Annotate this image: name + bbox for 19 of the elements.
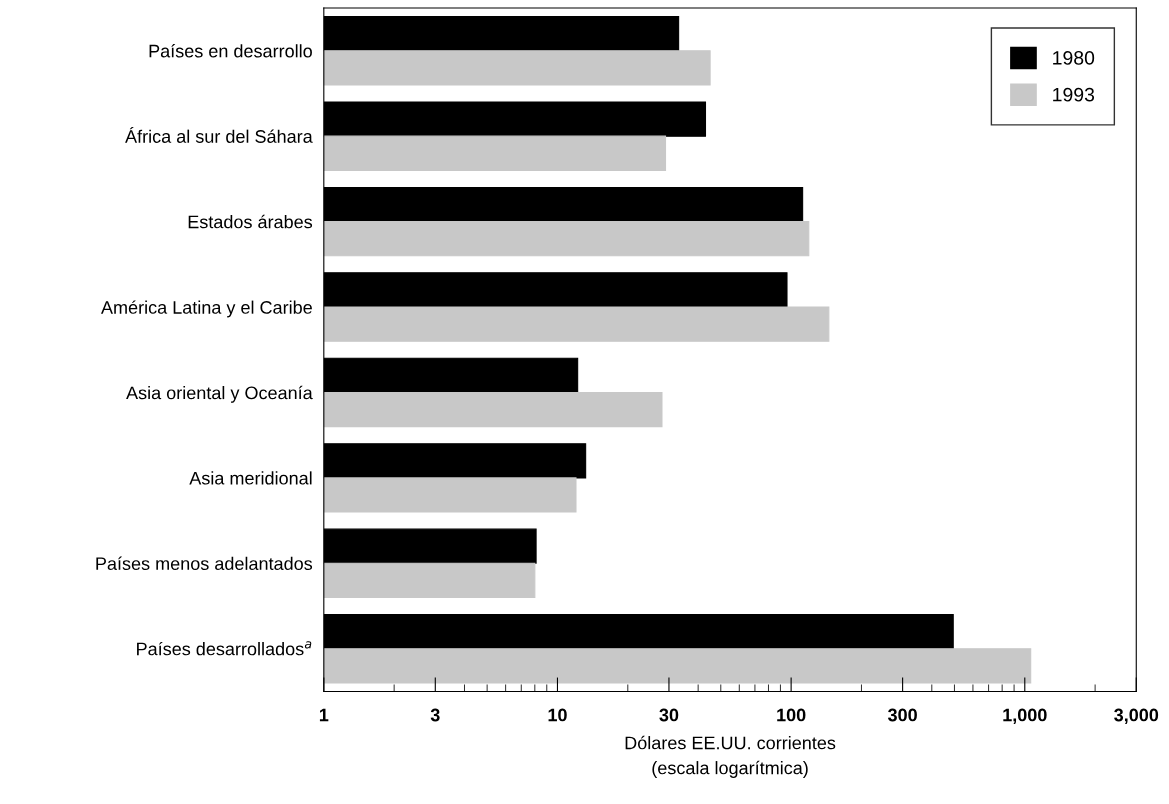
x-tick-label: 3,000 xyxy=(1114,708,1159,724)
x-tick-label: 30 xyxy=(659,708,679,722)
x-tick-label: 10 xyxy=(548,708,567,722)
x-axis-title: Dólares EE.UU. corrientes (escala logarítmica) xyxy=(625,735,836,778)
y-tick-label: Países menos adelantados xyxy=(96,556,313,571)
y-tick-label: Estados árabes xyxy=(188,214,313,229)
y-tick-label: Asia meridional xyxy=(189,471,312,485)
legend-label: 1980 xyxy=(1053,50,1095,65)
y-tick-label: Países desarrollados$^{a}$ xyxy=(137,641,312,656)
legend-label: 1993 xyxy=(1053,87,1095,102)
x-tick-label: 100 xyxy=(777,708,806,722)
x-tick-label: 300 xyxy=(887,708,917,722)
y-tick-label: Asia oriental y Oceanía xyxy=(126,385,313,403)
y-tick-label: América Latina y el Caribe xyxy=(101,300,312,318)
x-tick-label: 1 xyxy=(319,708,329,722)
x-tick-label: 3 xyxy=(430,708,440,722)
y-tick-label: África al sur del Sáhara xyxy=(125,127,313,143)
x-tick-label: 1,000 xyxy=(1003,708,1047,724)
y-tick-label: Países en desarrollo xyxy=(149,44,312,58)
